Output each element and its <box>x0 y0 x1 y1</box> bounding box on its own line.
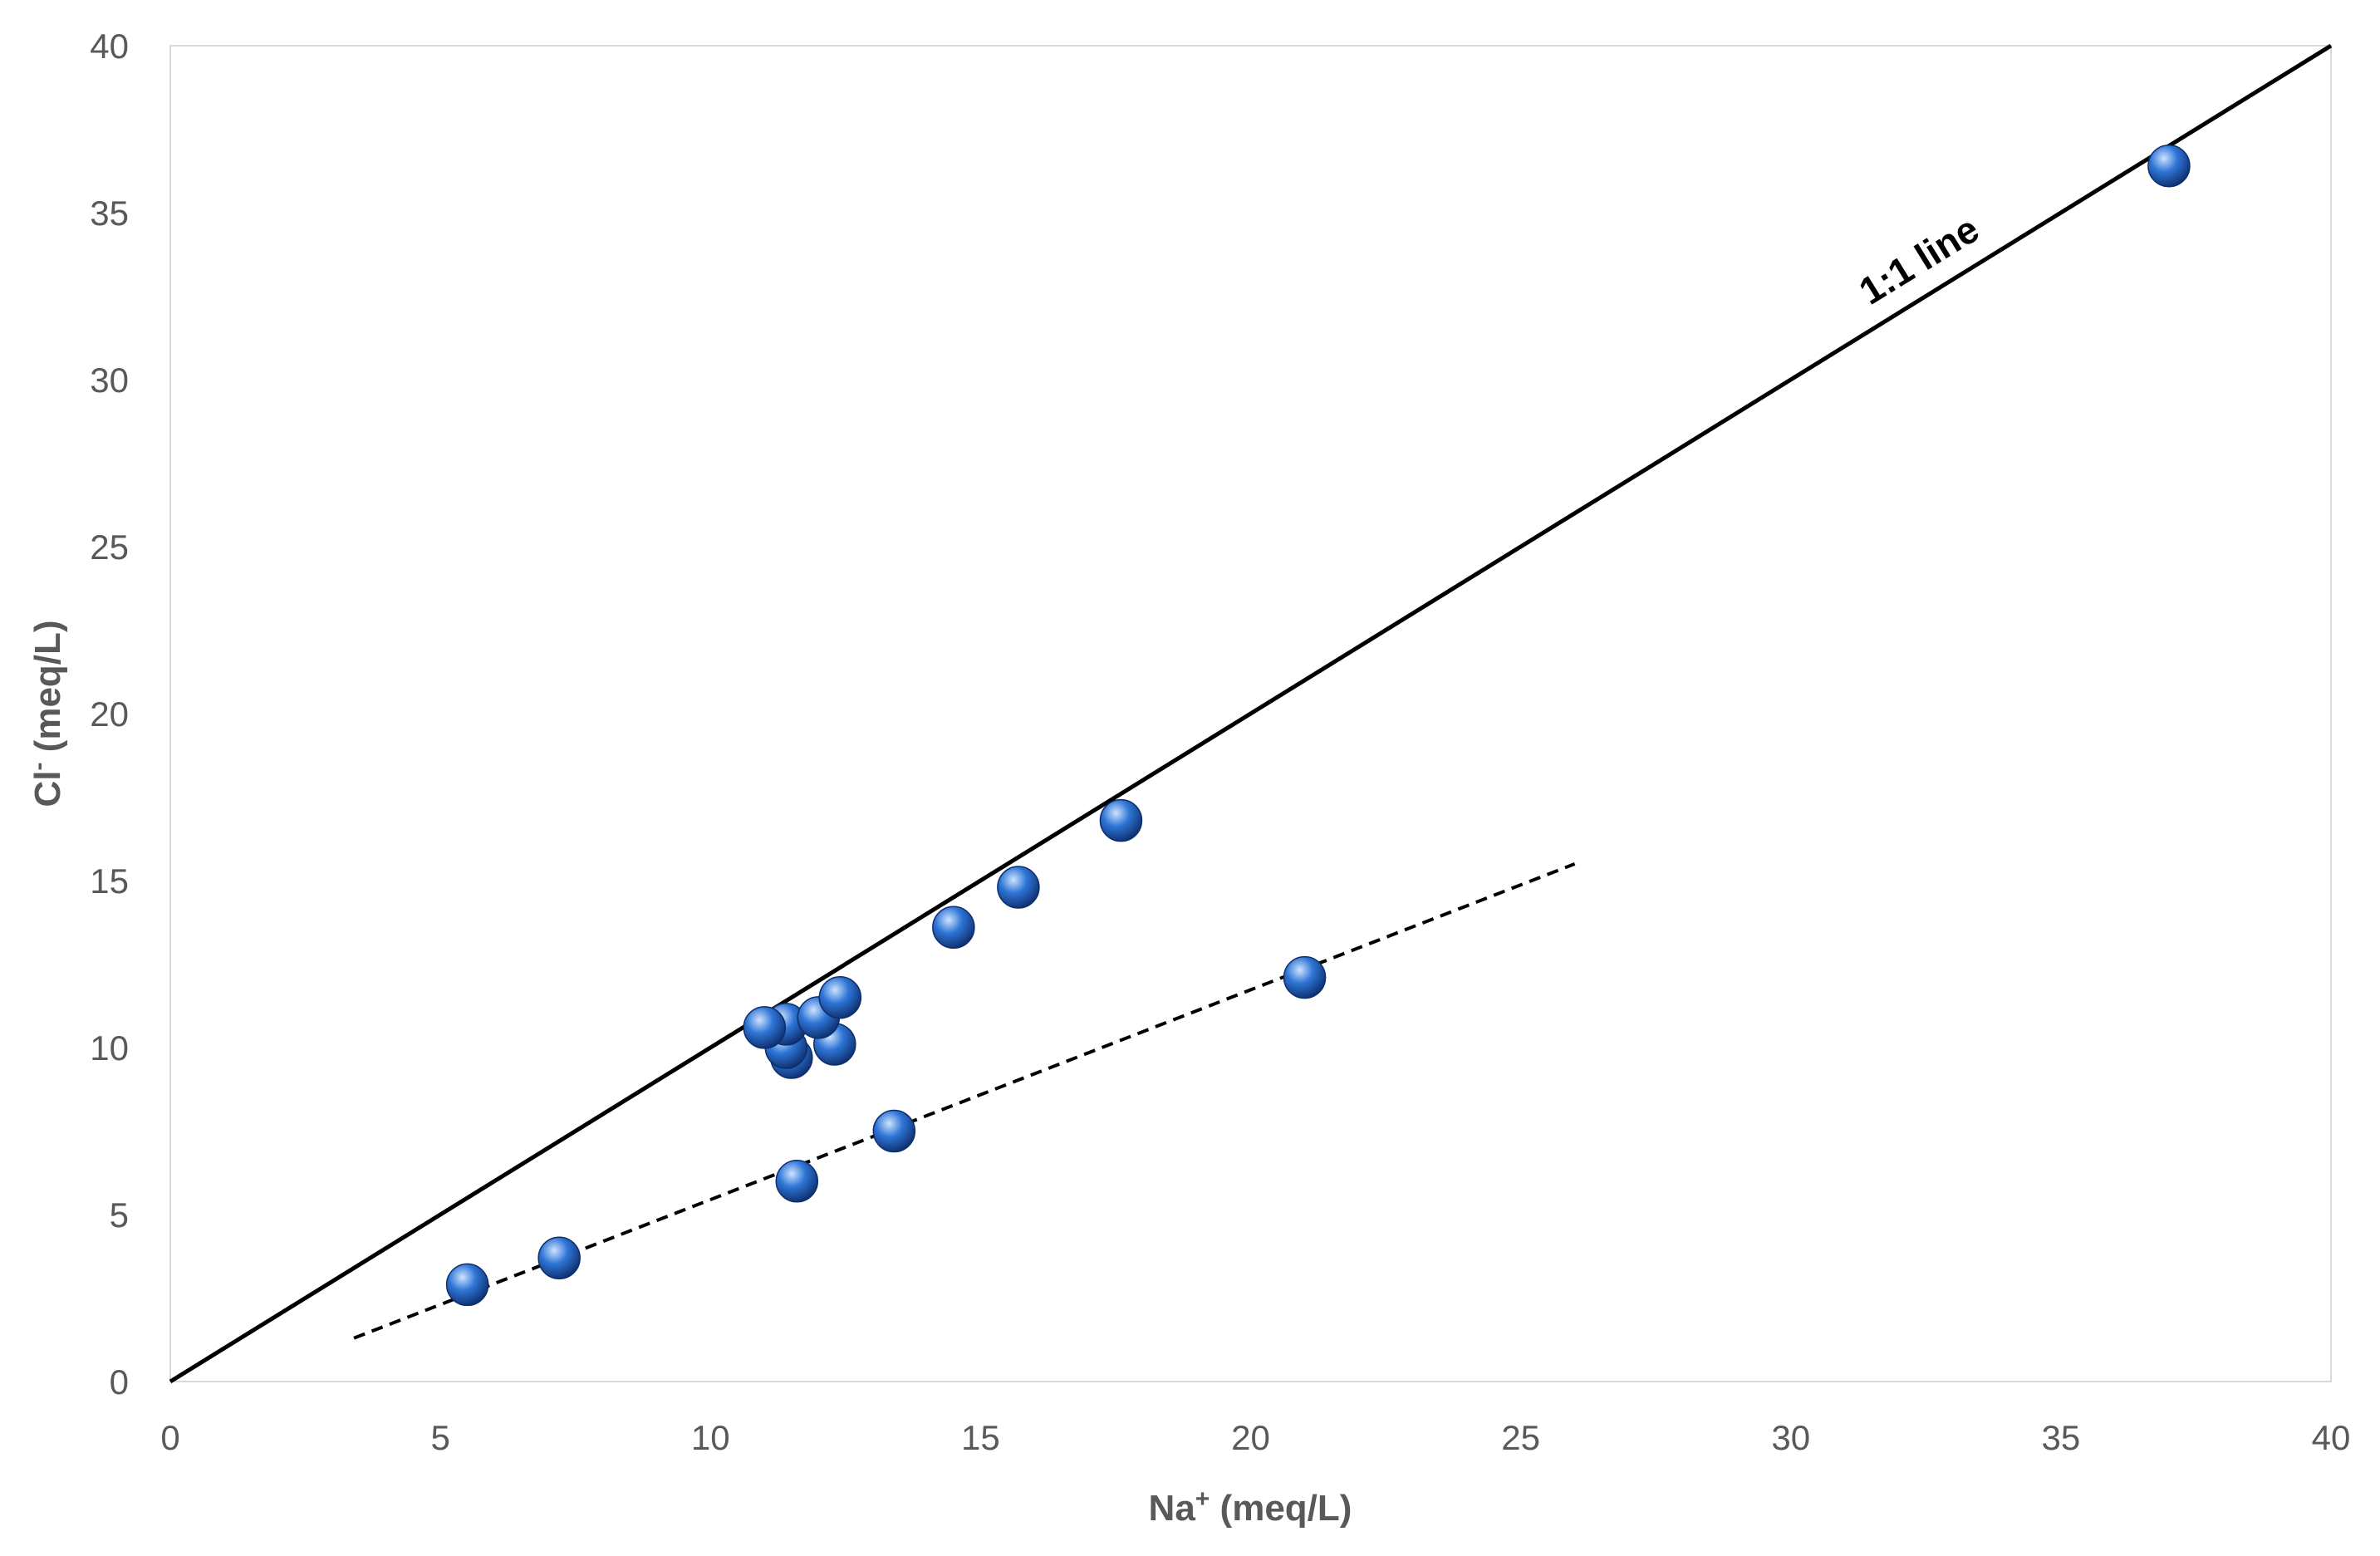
x-axis-title: Na+ (meq/L) <box>1149 1485 1352 1529</box>
y-tick-label: 30 <box>90 361 129 400</box>
data-point <box>818 975 862 1019</box>
x-axis-title-superscript: + <box>1195 1485 1210 1513</box>
y-tick-label: 35 <box>90 194 129 233</box>
x-tick-label: 20 <box>1231 1418 1270 1457</box>
data-points <box>445 144 2191 1307</box>
x-axis-title-unit: (meq/L) <box>1210 1488 1352 1529</box>
y-axis-title-superscript: - <box>25 763 52 771</box>
y-axis-title-main: Cl <box>27 771 68 807</box>
y-tick-label: 15 <box>90 861 129 901</box>
y-tick-label: 25 <box>90 528 129 567</box>
x-tick-label: 30 <box>1771 1418 1810 1457</box>
data-point <box>743 1006 787 1049</box>
data-point <box>2147 144 2191 188</box>
y-tick-label: 0 <box>110 1362 129 1401</box>
y-tick-label: 20 <box>90 695 129 734</box>
y-axis-ticks: 0 5 10 15 20 25 30 35 40 <box>90 27 129 1401</box>
x-tick-label: 15 <box>961 1418 1000 1457</box>
y-tick-label: 10 <box>90 1028 129 1068</box>
x-tick-label: 0 <box>160 1418 179 1457</box>
x-tick-label: 35 <box>2042 1418 2081 1457</box>
y-axis-title-unit: (meq/L) <box>27 620 68 762</box>
x-axis-ticks: 0 5 10 15 20 25 30 35 40 <box>160 1418 2350 1457</box>
data-point <box>775 1160 819 1203</box>
x-axis-title-main: Na <box>1149 1488 1196 1529</box>
x-tick-label: 10 <box>691 1418 730 1457</box>
data-point <box>445 1263 489 1307</box>
y-tick-label: 5 <box>110 1195 129 1234</box>
one-to-one-line <box>169 43 2333 1384</box>
y-axis-title: Cl- (meq/L) <box>25 620 68 807</box>
data-point <box>997 866 1040 909</box>
x-tick-label: 25 <box>1501 1418 1540 1457</box>
x-tick-label: 40 <box>2312 1418 2351 1457</box>
data-point <box>1283 955 1327 999</box>
data-point <box>1099 798 1143 842</box>
y-tick-label: 40 <box>90 27 129 66</box>
data-point <box>537 1236 581 1280</box>
x-tick-label: 5 <box>430 1418 449 1457</box>
data-point <box>872 1109 916 1153</box>
data-point <box>932 906 975 950</box>
